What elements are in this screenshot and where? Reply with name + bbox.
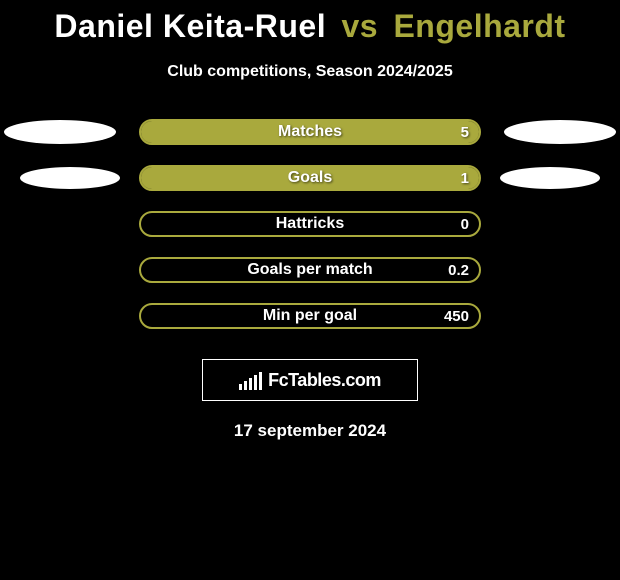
stat-value: 0 bbox=[461, 216, 469, 233]
stat-row: Min per goal 450 bbox=[139, 303, 481, 329]
stat-value: 0.2 bbox=[448, 262, 469, 279]
subtitle: Club competitions, Season 2024/2025 bbox=[0, 63, 620, 81]
stat-value: 450 bbox=[444, 308, 469, 325]
main-container: Daniel Keita-Ruel vs Engelhardt Club com… bbox=[0, 0, 620, 441]
stat-value: 5 bbox=[461, 124, 469, 141]
stat-label: Goals bbox=[288, 169, 332, 187]
player2-name: Engelhardt bbox=[393, 8, 565, 44]
vs-separator: vs bbox=[341, 8, 378, 44]
logo-bars-icon bbox=[239, 370, 262, 390]
stat-value: 1 bbox=[461, 170, 469, 187]
stats-rows: Matches 5 Goals 1 Hattricks 0 Goals per … bbox=[0, 119, 620, 329]
stat-label: Matches bbox=[278, 123, 342, 141]
stat-row: Hattricks 0 bbox=[139, 211, 481, 237]
stat-row: Matches 5 bbox=[139, 119, 481, 145]
logo-text: FcTables.com bbox=[268, 370, 381, 391]
date-label: 17 september 2024 bbox=[0, 421, 620, 441]
decor-ellipse-right-1 bbox=[504, 120, 616, 144]
decor-ellipse-left-1 bbox=[4, 120, 116, 144]
fctables-logo[interactable]: FcTables.com bbox=[202, 359, 418, 401]
stat-label: Hattricks bbox=[276, 215, 344, 233]
comparison-title: Daniel Keita-Ruel vs Engelhardt bbox=[0, 8, 620, 45]
stat-label: Min per goal bbox=[263, 307, 357, 325]
decor-ellipse-right-2 bbox=[500, 167, 600, 189]
decor-ellipse-left-2 bbox=[20, 167, 120, 189]
stat-row: Goals per match 0.2 bbox=[139, 257, 481, 283]
stat-row: Goals 1 bbox=[139, 165, 481, 191]
player1-name: Daniel Keita-Ruel bbox=[54, 8, 326, 44]
stat-label: Goals per match bbox=[247, 261, 372, 279]
